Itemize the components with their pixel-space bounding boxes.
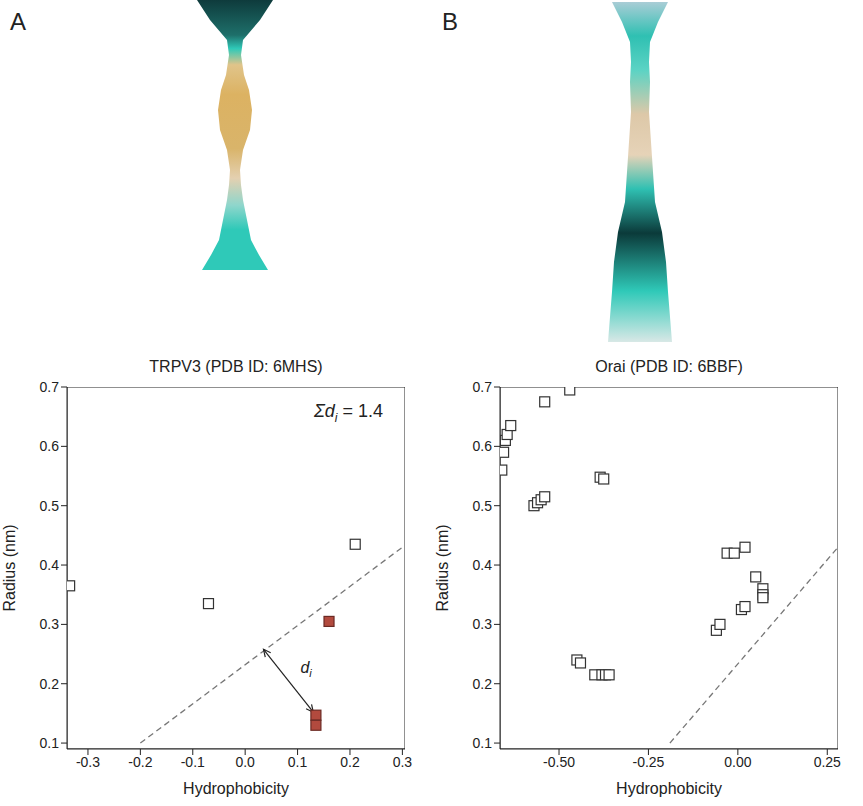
- svg-text:Hydrophobicity: Hydrophobicity: [616, 780, 722, 797]
- svg-text:0.4: 0.4: [40, 557, 60, 573]
- svg-text:-0.2: -0.2: [128, 754, 152, 770]
- svg-text:0.3: 0.3: [473, 616, 493, 632]
- svg-text:-0.50: -0.50: [543, 754, 575, 770]
- svg-text:0.2: 0.2: [340, 754, 360, 770]
- svg-text:0.4: 0.4: [473, 557, 493, 573]
- svg-text:Radius (nm): Radius (nm): [1, 524, 18, 611]
- svg-text:0.3: 0.3: [40, 616, 60, 632]
- svg-text:0.0: 0.0: [235, 754, 255, 770]
- svg-text:0.1: 0.1: [40, 735, 60, 751]
- html-text:B: B: [442, 8, 458, 35]
- svg-text:0.3: 0.3: [393, 754, 413, 770]
- svg-text:-0.25: -0.25: [632, 754, 664, 770]
- html-text:Orai (PDB ID: 6BBF): Orai (PDB ID: 6BBF): [595, 358, 743, 375]
- svg-text:-0.3: -0.3: [76, 754, 100, 770]
- svg-text:0.6: 0.6: [473, 438, 493, 454]
- svg-text:0.2: 0.2: [40, 676, 60, 692]
- svg-text:0.1: 0.1: [288, 754, 308, 770]
- svg-text:Hydrophobicity: Hydrophobicity: [183, 780, 289, 797]
- html-text:Σdi= 1.4: Σdi= 1.4: [314, 401, 383, 425]
- svg-text:di: di: [300, 659, 312, 679]
- svg-text:0.00: 0.00: [724, 754, 751, 770]
- svg-text:0.7: 0.7: [473, 379, 493, 395]
- svg-text:0.1: 0.1: [473, 735, 493, 751]
- svg-text:0.2: 0.2: [473, 676, 493, 692]
- svg-text:-0.1: -0.1: [181, 754, 205, 770]
- svg-text:0.7: 0.7: [40, 379, 60, 395]
- svg-text:0.6: 0.6: [40, 438, 60, 454]
- svg-text:0.25: 0.25: [814, 754, 841, 770]
- html-text:TRPV3 (PDB ID: 6MHS): TRPV3 (PDB ID: 6MHS): [149, 358, 323, 375]
- html-text:A: A: [10, 8, 26, 35]
- svg-text:0.5: 0.5: [473, 498, 493, 514]
- svg-text:0.5: 0.5: [40, 498, 60, 514]
- svg-text:Radius (nm): Radius (nm): [434, 524, 451, 611]
